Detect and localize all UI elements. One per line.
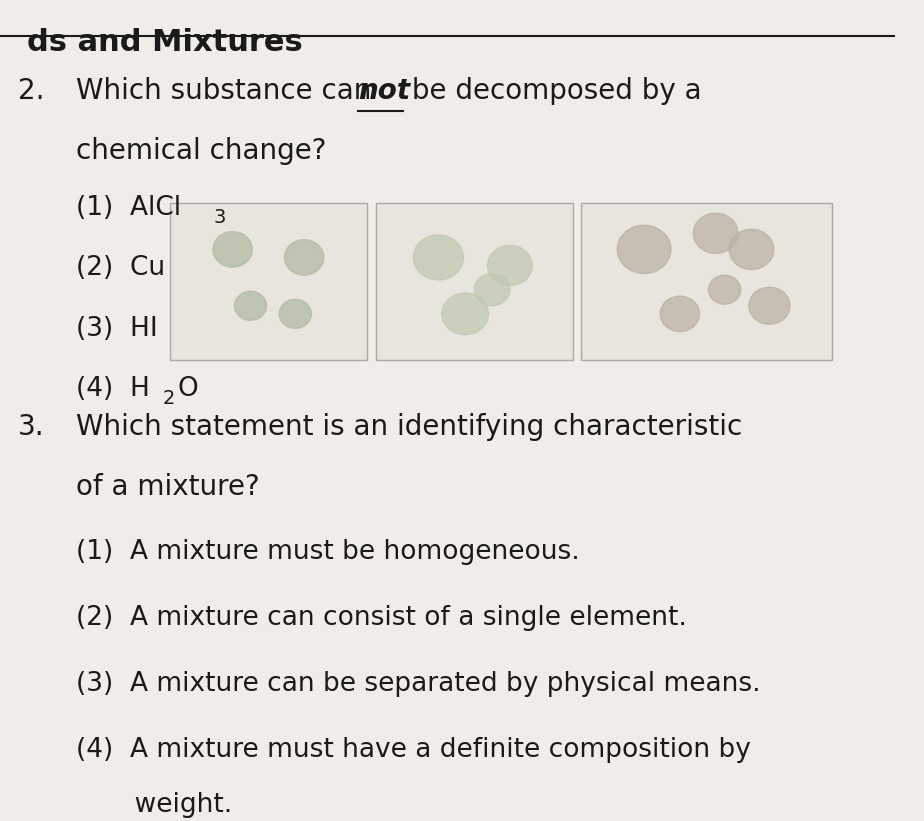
Circle shape [474,273,510,305]
Text: be decomposed by a: be decomposed by a [403,76,701,104]
Text: 3.: 3. [18,412,44,441]
Circle shape [617,225,671,273]
Circle shape [285,240,323,275]
Text: Which statement is an identifying characteristic: Which statement is an identifying charac… [76,412,742,441]
Circle shape [748,287,790,324]
Circle shape [693,213,738,254]
Text: (4)  A mixture must have a definite composition by: (4) A mixture must have a definite compo… [76,737,751,764]
Circle shape [442,293,489,335]
Circle shape [213,232,252,267]
Circle shape [279,300,311,328]
Text: (3)  HI: (3) HI [76,316,158,342]
Circle shape [235,291,267,320]
Text: 3: 3 [213,208,226,227]
Text: (1)  AlCl: (1) AlCl [76,195,181,221]
FancyBboxPatch shape [581,203,832,360]
Text: (1)  A mixture must be homogeneous.: (1) A mixture must be homogeneous. [76,539,579,565]
Text: weight.: weight. [76,792,232,818]
Circle shape [709,275,741,304]
Text: ds and Mixtures: ds and Mixtures [27,28,302,57]
Circle shape [661,296,699,332]
Circle shape [488,245,532,286]
Circle shape [413,235,464,280]
Text: Which substance can: Which substance can [76,76,381,104]
FancyBboxPatch shape [376,203,573,360]
Text: (2)  Cu: (2) Cu [76,255,165,282]
Circle shape [729,229,773,269]
Text: chemical change?: chemical change? [76,137,326,165]
Text: 2.: 2. [18,76,44,104]
Text: 2: 2 [163,389,176,408]
Text: O: O [177,376,198,402]
Text: (4)  H: (4) H [76,376,150,402]
FancyBboxPatch shape [170,203,367,360]
Text: of a mixture?: of a mixture? [76,473,260,501]
Text: not: not [358,76,410,104]
Text: (3)  A mixture can be separated by physical means.: (3) A mixture can be separated by physic… [76,672,760,697]
Text: (2)  A mixture can consist of a single element.: (2) A mixture can consist of a single el… [76,605,687,631]
